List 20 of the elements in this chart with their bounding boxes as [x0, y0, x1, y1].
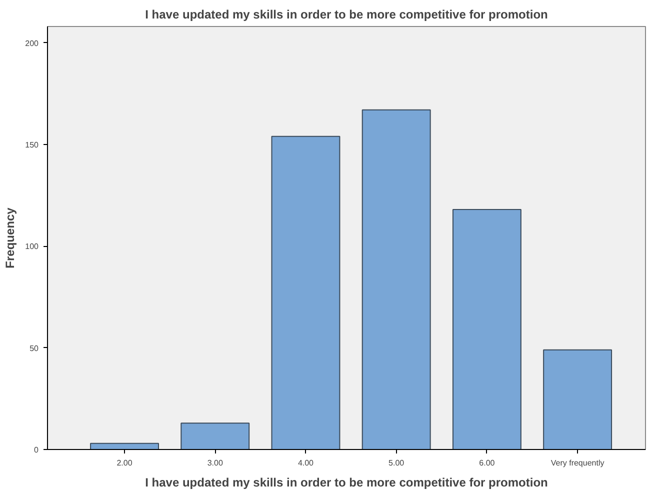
chart-title: I have updated my skills in order to be more competitive for promotion — [145, 8, 548, 22]
x-axis-title: I have updated my skills in order to be more competitive for promotion — [145, 476, 548, 490]
x-tick-label: 2.00 — [116, 458, 133, 468]
y-tick-label: 50 — [30, 344, 40, 353]
bar — [452, 209, 522, 450]
bar — [90, 442, 159, 450]
y-tick-label: 200 — [25, 38, 40, 48]
y-tick-label: 0 — [34, 446, 40, 454]
x-tick-label: Very frequently — [550, 458, 604, 468]
x-tick-label: 5.00 — [388, 458, 405, 468]
bar — [180, 422, 250, 450]
bar — [543, 349, 612, 450]
y-axis-title: Frequency — [3, 207, 18, 268]
x-tick-label: 6.00 — [479, 458, 496, 468]
x-tick-label: 4.00 — [298, 458, 314, 468]
x-tick-label: 3.00 — [207, 458, 224, 468]
y-tick-label: 100 — [25, 242, 40, 252]
y-tick-label: 150 — [25, 140, 40, 150]
bar — [271, 136, 340, 450]
bar — [362, 109, 431, 450]
